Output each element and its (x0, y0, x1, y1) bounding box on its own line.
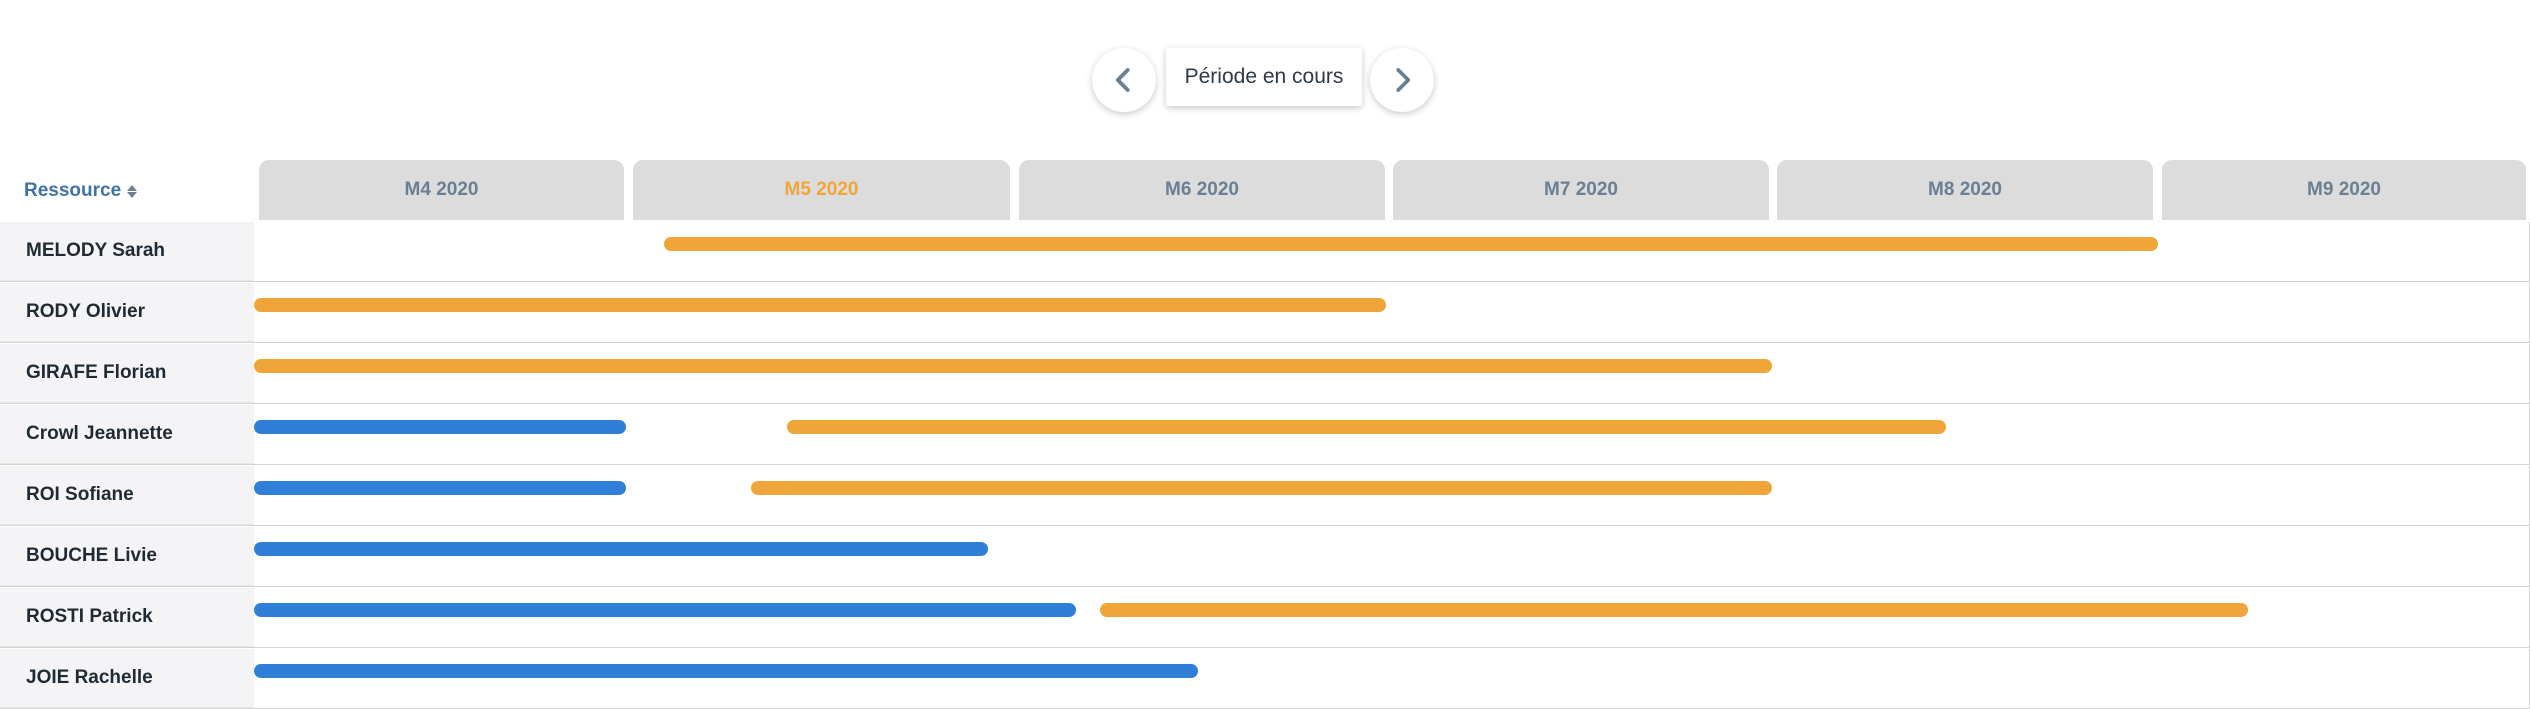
resource-timeline (254, 405, 2530, 464)
sort-icon (127, 184, 138, 198)
current-period-button[interactable]: Période en cours (1166, 48, 1362, 106)
resource-name: BOUCHE Livie (0, 527, 254, 586)
resource-timeline (254, 466, 2530, 525)
assignment-bar[interactable] (254, 664, 1198, 678)
assignment-bar[interactable] (254, 603, 1076, 617)
assignment-bar[interactable] (254, 359, 1772, 373)
resource-timeline (254, 283, 2530, 342)
resource-timeline (254, 649, 2530, 708)
resource-row: ROI Sofiane (0, 466, 2530, 526)
resource-name: ROI Sofiane (0, 466, 254, 525)
assignment-bar[interactable] (751, 481, 1772, 495)
assignment-bar[interactable] (254, 481, 626, 495)
month-header-m9: M9 2020 (2162, 160, 2526, 220)
resource-row: GIRAFE Florian (0, 344, 2530, 404)
previous-period-button[interactable] (1092, 48, 1156, 112)
resource-row: ROSTI Patrick (0, 588, 2530, 648)
resource-name: Crowl Jeannette (0, 405, 254, 464)
resource-gantt-grid: MELODY Sarah RODY Olivier GIRAFE Florian… (0, 222, 2530, 709)
resource-timeline (254, 527, 2530, 586)
assignment-bar[interactable] (664, 237, 2158, 251)
chevron-right-icon (1396, 68, 1411, 92)
month-header-m8: M8 2020 (1777, 160, 2153, 220)
resource-name: ROSTI Patrick (0, 588, 254, 647)
assignment-bar[interactable] (254, 420, 626, 434)
resource-timeline (254, 588, 2530, 647)
month-header-m7: M7 2020 (1393, 160, 1769, 220)
resource-header-label: Ressource (24, 180, 122, 201)
resource-row: JOIE Rachelle (0, 649, 2530, 709)
resource-timeline (254, 344, 2530, 403)
resource-name: MELODY Sarah (0, 222, 254, 281)
resource-name: GIRAFE Florian (0, 344, 254, 403)
assignment-bar[interactable] (1100, 603, 2248, 617)
chevron-left-icon (1115, 68, 1130, 92)
assignment-bar[interactable] (254, 298, 1386, 312)
resource-row: MELODY Sarah (0, 222, 2530, 282)
assignment-bar[interactable] (787, 420, 1946, 434)
resource-row: RODY Olivier (0, 283, 2530, 343)
month-header-m6: M6 2020 (1019, 160, 1385, 220)
resource-timeline (254, 222, 2530, 281)
next-period-button[interactable] (1370, 48, 1434, 112)
assignment-bar[interactable] (254, 542, 988, 556)
resource-name: RODY Olivier (0, 283, 254, 342)
resource-name: JOIE Rachelle (0, 649, 254, 708)
resource-row: BOUCHE Livie (0, 527, 2530, 587)
resource-row: Crowl Jeannette (0, 405, 2530, 465)
resource-column-header[interactable]: Ressource (24, 180, 138, 202)
month-header-m4: M4 2020 (259, 160, 624, 220)
period-navigation: Période en cours (0, 46, 2530, 116)
month-header-m5: M5 2020 (633, 160, 1010, 220)
